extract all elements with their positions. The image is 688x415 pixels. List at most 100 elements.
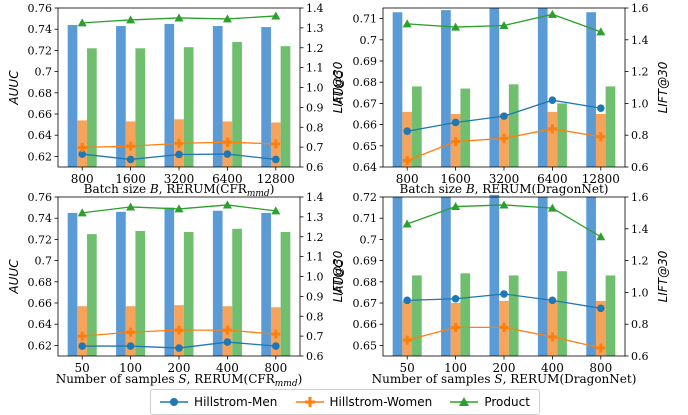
bar-hillstrom-women [402,111,413,167]
y-tick-label: 0.68 [28,276,53,289]
x-tick-label: 800 [396,172,419,186]
point-hillstrom-women [222,137,232,147]
point-hillstrom-women [596,132,606,142]
y2-tick-label: 0.9 [306,101,324,114]
x-axis-label-end: ) [270,182,275,196]
y-axis-label: AUUC [7,70,21,106]
y-tick-label: 0.7 [35,255,53,268]
x-tick-label: 100 [119,361,142,375]
point-product [271,206,281,215]
point-product [596,27,606,36]
bar-hillstrom-women [595,300,606,356]
x-tick-label: 200 [168,361,191,375]
bar-product [508,84,519,167]
y-tick-label: 0.66 [353,119,378,132]
point-product [174,204,184,213]
bar-hillstrom-men [489,8,500,167]
y2-tick-label: 1.6 [631,2,649,15]
point-hillstrom-women [222,325,232,335]
point-product [77,18,87,27]
y2-tick-label: 1.3 [306,211,324,224]
y2-tick-label: 0.6 [306,161,324,174]
bar-hillstrom-women [77,306,88,356]
y-tick-label: 0.7 [360,233,378,246]
bar-hillstrom-women [547,300,558,356]
y-tick-label: 0.68 [353,276,378,289]
y2-tick-label: 0.8 [306,310,324,323]
bar-hillstrom-men [261,212,271,356]
y-tick-label: 0.72 [353,191,378,204]
y-tick-label: 0.69 [353,55,378,68]
point-hillstrom-women [451,137,461,147]
y2-tick-label: 0.8 [631,129,649,142]
point-hillstrom-men [500,290,508,298]
x-axis-label-sub: mmd [275,379,298,389]
point-hillstrom-women [126,327,136,337]
legend-label-product: Product [484,395,530,409]
x-axis-label-var: B [465,182,475,196]
y-tick-label: 0.74 [28,212,53,225]
point-product [499,20,509,29]
x-axis-label-prefix: Batch size [400,182,466,196]
y-axis-label: AUUC [332,70,346,106]
y-tick-label: 0.72 [28,44,53,57]
point-hillstrom-men [223,150,232,158]
point-hillstrom-men [500,112,508,120]
y-tick-label: 0.71 [353,13,378,26]
y-tick-label: 0.67 [353,97,378,110]
y2-tick-label: 0.7 [306,330,324,343]
x-axis-label-prefix: Batch size [84,182,150,196]
y-tick-label: 0.69 [353,255,378,268]
point-product [126,202,136,211]
point-product [547,9,557,18]
y-tick-label: 0.64 [353,161,378,174]
y-tick-label: 0.76 [28,191,53,204]
y2-tick-label: 1.2 [306,231,324,244]
point-hillstrom-women [547,332,557,342]
bar-hillstrom-men [586,197,596,356]
bar-hillstrom-men [392,12,403,167]
bar-hillstrom-men [164,23,175,168]
y2-tick-label: 1.1 [306,251,324,264]
y2-tick-label: 1.2 [631,66,649,79]
y2-tick-label: 1.1 [306,62,324,75]
y-tick-label: 0.67 [353,297,378,310]
point-product [451,22,461,31]
y2-tick-label: 1.0 [306,271,324,284]
y-axis-label: AUUC [7,259,21,295]
x-tick-label: 12800 [582,172,620,186]
y-tick-label: 0.64 [28,129,53,142]
y2-tick-label: 1.4 [631,223,649,236]
point-hillstrom-women [126,141,136,151]
point-product [402,219,412,228]
x-axis-label-end: ) [298,372,303,386]
bar-product [460,273,471,356]
point-hillstrom-women [451,322,461,332]
bar-hillstrom-men [586,12,596,167]
y2-axis-label: LIFT@30 [331,61,345,113]
plus-marker-icon [295,397,324,407]
y-tick-label: 0.65 [353,339,378,352]
y-tick-label: 0.7 [360,34,378,47]
y-tick-label: 0.74 [28,23,53,36]
point-hillstrom-women [77,331,87,341]
x-axis-label-var: S [494,372,502,386]
point-hillstrom-men [451,118,460,127]
bar-product [232,41,242,167]
point-hillstrom-women [596,343,606,353]
x-axis-label-prefix: Number of samples [56,372,179,386]
point-hillstrom-women [271,329,281,339]
x-axis-label-var: B [149,182,159,196]
point-hillstrom-women [547,124,557,134]
legend-item-hillstrom-men: Hillstrom-Men [160,395,277,409]
legend-item-hillstrom-women: Hillstrom-Women [295,395,432,409]
point-hillstrom-women [174,325,184,335]
y2-tick-label: 1.0 [306,82,324,95]
x-tick-label: 1600 [440,172,471,186]
point-hillstrom-men [597,104,605,112]
y2-tick-label: 1.2 [306,42,324,55]
x-axis-label-suffix: , RERUM(CFR [187,372,276,386]
bar-product [183,47,194,167]
point-product [402,19,412,28]
